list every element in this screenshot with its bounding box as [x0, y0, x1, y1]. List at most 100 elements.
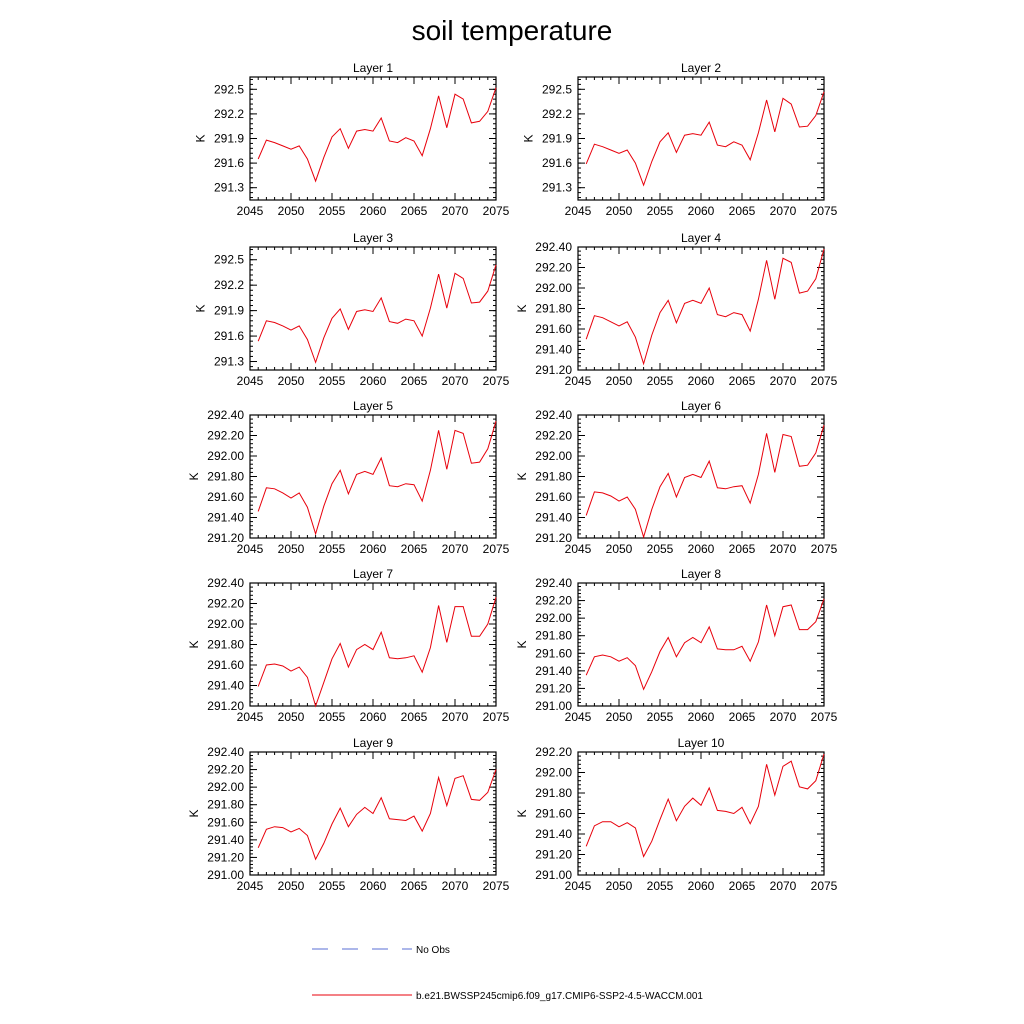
y-tick-label: 291.9 — [214, 132, 244, 146]
x-tick-label: 2050 — [606, 879, 633, 893]
y-axis-label: K — [515, 304, 529, 312]
y-tick-label: 291.9 — [542, 132, 572, 146]
y-axis-label: K — [515, 809, 529, 817]
y-tick-label: 291.3 — [542, 181, 572, 195]
x-tick-label: 2050 — [606, 204, 633, 218]
y-tick-label: 292.40 — [207, 408, 244, 422]
x-tick-label: 2045 — [237, 879, 264, 893]
x-tick-label: 2050 — [606, 374, 633, 388]
y-tick-label: 292.00 — [535, 766, 572, 780]
panel-layer-2: Layer 2 2045 2050 2055 2060 2065 2070 2075 291.3… — [522, 61, 838, 218]
y-tick-label: 291.20 — [535, 848, 572, 862]
y-tick-label: 291.20 — [207, 699, 244, 713]
series-line — [585, 753, 825, 858]
panel-title: Layer 10 — [678, 736, 725, 750]
legend-model-label: b.e21.BWSSP245cmip6.f09_g17.CMIP6-SSP2-4… — [416, 991, 703, 1002]
x-tick-label: 2060 — [360, 374, 387, 388]
panel-layer-6: Layer 6 2045 2050 2055 2060 2065 2070 2075 291.2… — [515, 399, 838, 556]
y-tick-label: 292.20 — [207, 763, 244, 777]
y-tick-label: 292.2 — [214, 278, 244, 292]
y-tick-label: 291.40 — [535, 664, 572, 678]
y-tick-label: 291.60 — [535, 807, 572, 821]
x-tick-label: 2065 — [729, 879, 756, 893]
x-tick-label: 2045 — [565, 879, 592, 893]
y-tick-label: 291.20 — [207, 850, 244, 864]
y-tick-label: 292.20 — [535, 429, 572, 443]
x-tick-label: 2065 — [729, 542, 756, 556]
y-tick-label: 291.9 — [214, 304, 244, 318]
panel-layer-1: Layer 1 2045 2050 2055 2060 2065 2070 2075 291.3… — [194, 61, 510, 218]
y-tick-label: 292.40 — [535, 576, 572, 590]
y-tick-label: 291.20 — [535, 531, 572, 545]
y-tick-label: 291.20 — [207, 531, 244, 545]
y-tick-label: 292.00 — [207, 449, 244, 463]
x-tick-label: 2075 — [811, 204, 838, 218]
x-tick-label: 2055 — [319, 542, 346, 556]
series-line — [257, 87, 497, 183]
x-tick-label: 2070 — [770, 879, 797, 893]
y-axis-label: K — [187, 640, 201, 648]
y-tick-label: 292.40 — [535, 408, 572, 422]
x-tick-label: 2055 — [647, 879, 674, 893]
y-tick-label: 292.20 — [535, 594, 572, 608]
y-tick-label: 291.40 — [207, 679, 244, 693]
x-tick-label: 2055 — [319, 879, 346, 893]
y-tick-label: 291.60 — [535, 490, 572, 504]
x-tick-label: 2060 — [688, 204, 715, 218]
x-tick-label: 2050 — [278, 204, 305, 218]
y-tick-label: 291.60 — [535, 646, 572, 660]
series-line — [585, 248, 825, 366]
chart-panels: Layer 1 2045 2050 2055 2060 2065 2070 2075 291.3… — [187, 61, 838, 893]
y-tick-label: 292.20 — [207, 597, 244, 611]
x-tick-label: 2065 — [729, 374, 756, 388]
x-tick-label: 2065 — [729, 710, 756, 724]
y-tick-label: 291.20 — [535, 363, 572, 377]
y-tick-label: 291.6 — [214, 156, 244, 170]
x-tick-label: 2045 — [237, 710, 264, 724]
y-axis-label: K — [515, 472, 529, 480]
x-tick-label: 2050 — [606, 710, 633, 724]
x-tick-label: 2065 — [401, 374, 428, 388]
series-line — [257, 769, 497, 861]
y-axis-label: K — [194, 304, 208, 312]
x-tick-label: 2065 — [401, 204, 428, 218]
panel-layer-9: Layer 9 2045 2050 2055 2060 2065 2070 2075 291.0… — [187, 736, 510, 893]
x-tick-label: 2045 — [237, 374, 264, 388]
panel-title: Layer 6 — [681, 399, 721, 413]
plot-frame — [249, 582, 497, 707]
y-tick-label: 291.00 — [535, 868, 572, 882]
panel-title: Layer 7 — [353, 567, 393, 581]
series-line — [257, 264, 497, 364]
x-tick-label: 2055 — [319, 374, 346, 388]
y-tick-label: 292.40 — [207, 745, 244, 759]
y-tick-label: 291.60 — [207, 658, 244, 672]
y-tick-label: 292.40 — [207, 576, 244, 590]
y-axis-label: K — [522, 134, 536, 142]
x-tick-label: 2055 — [647, 710, 674, 724]
y-tick-label: 291.40 — [535, 511, 572, 525]
x-tick-label: 2050 — [278, 710, 305, 724]
y-tick-label: 291.80 — [535, 629, 572, 643]
x-tick-label: 2060 — [360, 542, 387, 556]
y-tick-label: 291.80 — [535, 786, 572, 800]
series-line — [257, 421, 497, 536]
panel-layer-10: Layer 10 2045 2050 2055 2060 2065 2070 2075 291.… — [515, 736, 838, 893]
y-tick-label: 292.5 — [214, 253, 244, 267]
y-tick-label: 291.80 — [535, 302, 572, 316]
y-tick-label: 291.60 — [207, 815, 244, 829]
x-tick-label: 2070 — [442, 879, 469, 893]
y-tick-label: 291.6 — [542, 156, 572, 170]
x-tick-label: 2050 — [606, 542, 633, 556]
x-tick-label: 2065 — [401, 542, 428, 556]
x-tick-label: 2055 — [647, 374, 674, 388]
x-tick-label: 2065 — [401, 879, 428, 893]
x-tick-label: 2060 — [360, 710, 387, 724]
x-tick-label: 2070 — [442, 374, 469, 388]
y-tick-label: 291.40 — [207, 511, 244, 525]
series-line — [585, 425, 825, 539]
y-tick-label: 291.40 — [535, 343, 572, 357]
x-tick-label: 2045 — [565, 710, 592, 724]
plot-frame — [577, 751, 825, 876]
x-tick-label: 2050 — [278, 542, 305, 556]
